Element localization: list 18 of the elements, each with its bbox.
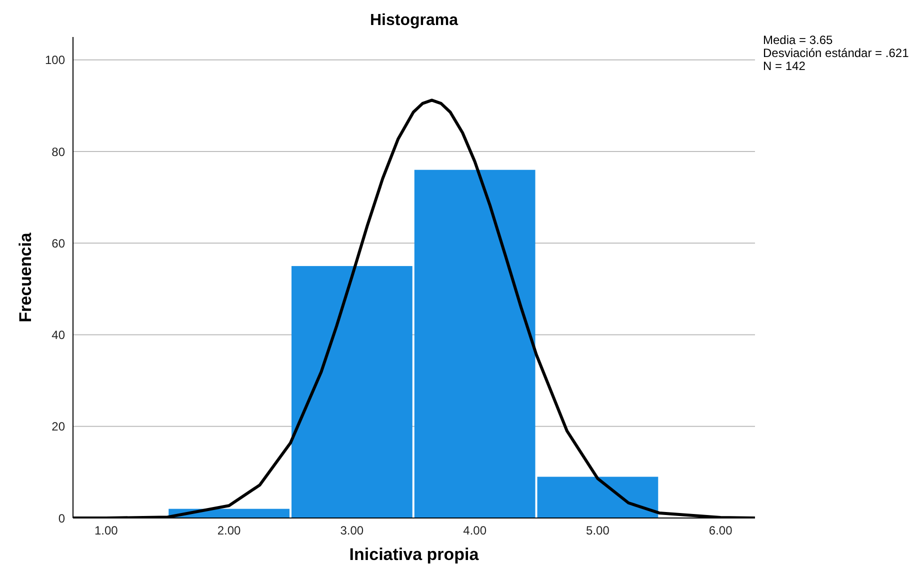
- text: N = 142: [763, 59, 806, 73]
- x-tick-label: 3.00: [340, 524, 364, 538]
- y-axis-title: Frecuencia: [16, 232, 36, 322]
- text: Media = 3.65: [763, 33, 834, 47]
- x-tick-label: 2.00: [217, 524, 242, 538]
- x-tick-label: 5.00: [586, 524, 610, 538]
- y-tick-label: 40: [52, 328, 66, 342]
- y-tick-label: 100: [44, 53, 66, 68]
- chart-title: Histograma: [368, 12, 460, 30]
- y-tick-label: 20: [52, 420, 66, 434]
- y-tick-label: 80: [52, 144, 66, 159]
- x-tick-label: 4.00: [463, 524, 487, 538]
- y-tick-label: 0: [58, 511, 66, 526]
- y-tick-label: 60: [52, 236, 66, 250]
- x-tick-label: 6.00: [708, 524, 733, 538]
- text: Desviación estándar = .621: [763, 46, 909, 60]
- x-tick-label: 1.00: [94, 524, 118, 538]
- x-axis-title: Iniciativa propia: [349, 545, 480, 564]
